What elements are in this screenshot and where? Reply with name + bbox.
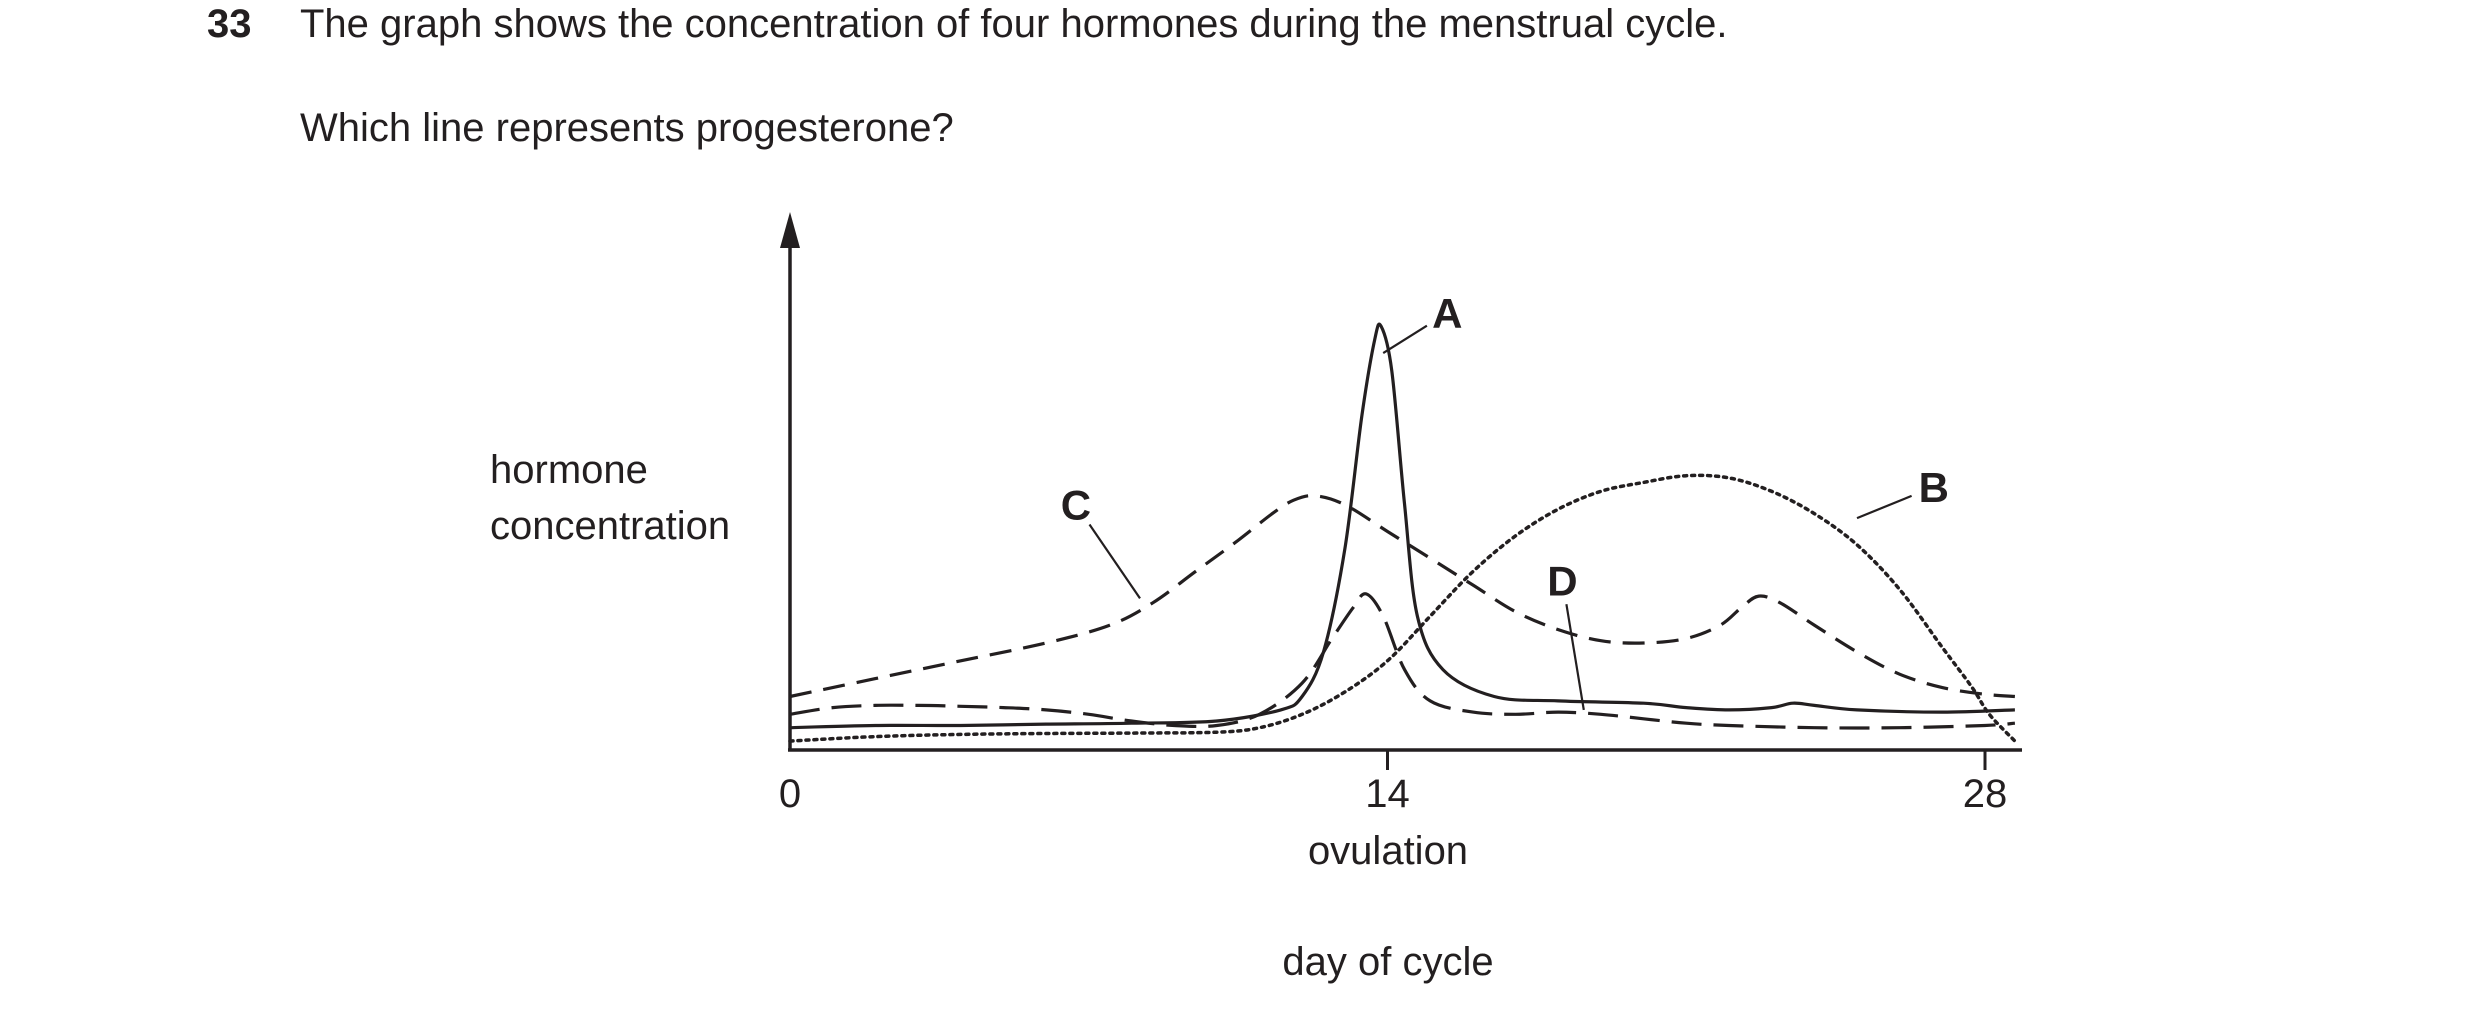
x-tick-label-0: 0 <box>779 772 801 816</box>
series-labels: A B C D <box>1061 290 1949 711</box>
series-label-d: D <box>1547 558 1577 605</box>
series-line-c <box>789 494 2016 699</box>
question-number: 33 <box>207 2 252 46</box>
chart-ticks: 0 14 28 <box>779 750 2007 816</box>
x-tick-label-28: 28 <box>1963 772 2008 816</box>
series-leader-a <box>1382 324 1428 355</box>
series-leader-d <box>1565 604 1585 711</box>
y-axis-label-line-2: concentration <box>490 504 730 548</box>
series-leader-b <box>1856 494 1913 520</box>
question-text: The graph shows the concentration of fou… <box>300 2 1728 46</box>
x-axis-label: day of cycle <box>1282 940 1493 984</box>
series-line-d <box>789 592 2016 730</box>
x-axis-annotation: ovulation <box>1308 829 1468 873</box>
series-label-b: B <box>1919 464 1949 511</box>
series-line-b <box>788 473 2017 743</box>
series-leader-c <box>1088 523 1141 600</box>
chart-labels: hormone concentration ovulation day of c… <box>490 448 1494 984</box>
series-label-a: A <box>1432 290 1462 337</box>
question-prompt: Which line represents progesterone? <box>300 106 954 150</box>
chart-lines <box>788 322 2017 743</box>
chart-axes <box>780 212 2022 752</box>
series-label-c: C <box>1061 482 1091 529</box>
x-tick-label-14: 14 <box>1365 772 1410 816</box>
y-axis-label-line-1: hormone <box>490 448 648 492</box>
y-axis-arrow-icon <box>780 212 800 248</box>
